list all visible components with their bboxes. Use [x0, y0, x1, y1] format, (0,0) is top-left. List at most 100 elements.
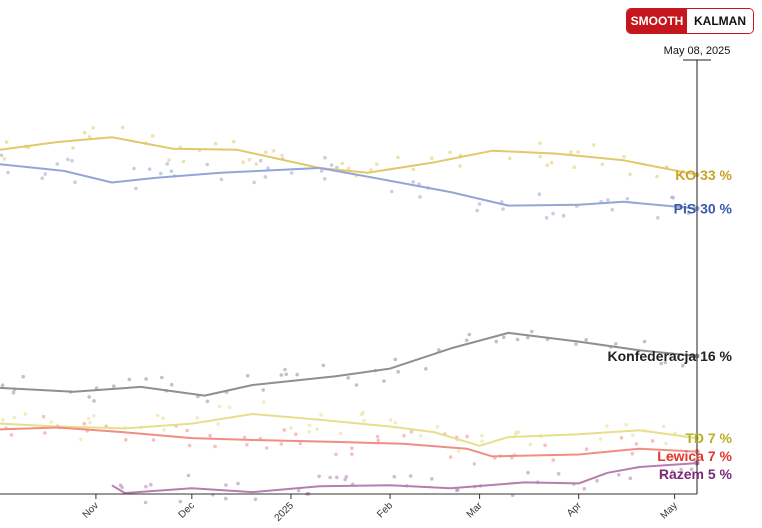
date-cursor[interactable]: May 08, 2025: [664, 45, 731, 494]
poll-dot-pis: [656, 215, 660, 220]
poll-dot-ko: [591, 143, 596, 147]
poll-dot-td: [513, 432, 518, 437]
poll-dot-razem: [670, 469, 675, 474]
poll-dot-konfederacja: [284, 372, 289, 377]
poll-dot-td: [162, 428, 166, 432]
poll-dot-pis: [418, 195, 422, 199]
poll-dot-ko: [82, 130, 87, 135]
poll-dot-td: [598, 437, 603, 441]
poll-dot-ko: [232, 139, 236, 144]
poll-dot-razem: [143, 500, 148, 505]
poll-dot-razem: [120, 485, 124, 490]
svg-text:KO 33 %: KO 33 %: [675, 167, 732, 183]
poll-dot-pis: [263, 175, 268, 179]
poll-dot-pis: [477, 202, 482, 206]
poll-dot-td: [393, 420, 398, 425]
poll-dot-razem: [343, 477, 347, 482]
poll-dot-td: [480, 434, 484, 438]
smooth-option[interactable]: SMOOTH: [627, 9, 687, 33]
poll-dot-td: [88, 420, 92, 425]
poll-dot-pis: [322, 177, 327, 181]
poll-dot-konfederacja: [494, 339, 499, 344]
poll-dot-konfederacja: [87, 395, 91, 399]
poll-dot-pis: [40, 176, 44, 180]
poll-dot-konfederacja: [261, 388, 266, 392]
poll-dot-razem: [253, 497, 258, 502]
series-value-razem: 5 %: [708, 466, 733, 482]
poll-dot-ko: [150, 134, 155, 138]
poll-dot-ko: [241, 160, 245, 164]
poll-dot-td: [86, 416, 91, 421]
poll-dot-razem: [679, 467, 683, 472]
poll-dot-pis: [147, 167, 152, 171]
poll-dot-ko: [538, 141, 542, 145]
poll-dot-ko: [411, 167, 416, 172]
svg-text:Razem 5 %: Razem 5 %: [659, 466, 733, 482]
series-label-razem: Razem 5 %: [659, 466, 733, 482]
poll-dot-lewica: [124, 438, 128, 442]
poll-dot-konfederacja: [94, 386, 99, 390]
poll-dot-pis: [66, 157, 70, 162]
poll-dot-lewica: [402, 433, 406, 438]
poll-dot-pis: [266, 166, 270, 171]
poll-dot-razem: [526, 470, 530, 475]
poll-dot-konfederacja: [659, 361, 663, 366]
poll-dot-lewica: [187, 443, 192, 448]
poll-dot-lewica: [376, 438, 381, 443]
poll-dot-razem: [454, 488, 459, 493]
poll-dot-td: [79, 437, 83, 442]
poll-dot-pis: [0, 153, 4, 158]
poll-dot-td: [12, 415, 17, 420]
poll-dot-konfederacja: [346, 376, 351, 380]
poll-dot-razem: [186, 473, 191, 478]
poll-dot-pis: [686, 211, 691, 216]
poll-dot-pis: [329, 163, 334, 167]
poll-dot-ko: [71, 146, 75, 150]
poll-dot-ko: [369, 168, 373, 172]
series-name-razem: Razem: [659, 466, 708, 482]
poll-dot-ko: [346, 166, 351, 171]
poll-dot-lewica: [82, 421, 86, 426]
poll-dot-konfederacja: [246, 374, 250, 378]
poll-dot-konfederacja: [279, 373, 284, 377]
poll-dot-lewica: [671, 455, 675, 460]
poll-dot-konfederacja: [627, 353, 631, 357]
poll-dot-pis: [258, 158, 263, 163]
poll-dot-pis: [132, 166, 136, 171]
poll-dot-lewica: [465, 434, 470, 439]
series-value-ko: 33 %: [700, 167, 732, 183]
poll-dot-td: [388, 418, 393, 422]
poll-dot-konfederacja: [663, 360, 668, 365]
poll-dot-konfederacja: [11, 390, 16, 395]
poll-dot-lewica: [242, 435, 247, 440]
poll-dot-pis: [43, 172, 47, 176]
series-label-konfederacja: Konfederacja 16 %: [607, 348, 732, 364]
poll-dot-konfederacja: [584, 338, 588, 342]
tick-label-may: May: [659, 500, 680, 521]
poll-dot-pis: [323, 156, 327, 160]
poll-dot-td: [664, 441, 668, 446]
tick-label-2025: 2025: [273, 500, 297, 524]
kalman-option[interactable]: KALMAN: [687, 9, 753, 33]
poll-dot-td: [307, 423, 312, 428]
smoother-toggle[interactable]: SMOOTH KALMAN: [626, 8, 754, 34]
poll-dot-pis: [70, 159, 74, 163]
poll-dot-konfederacja: [295, 372, 300, 377]
poll-dot-konfederacja: [437, 348, 441, 352]
poll-dot-konfederacja: [92, 399, 96, 403]
poll-dot-td: [456, 449, 461, 453]
poll-dot-lewica: [151, 438, 156, 442]
poll-dot-td: [307, 429, 311, 434]
poll-dot-konfederacja: [0, 383, 5, 388]
poll-dot-ko: [655, 174, 659, 179]
poll-dot-lewica: [551, 458, 556, 462]
poll-dot-ko: [538, 154, 542, 159]
poll-dot-lewica: [350, 446, 354, 451]
poll-dot-td: [289, 426, 293, 430]
poll-dot-td: [605, 424, 609, 428]
poll-dot-ko: [569, 150, 573, 154]
poll-dot-ko: [576, 150, 580, 154]
poll-dot-lewica: [472, 462, 477, 466]
cursor-date-label: May 08, 2025: [664, 45, 731, 57]
poll-dot-konfederacja: [614, 342, 618, 346]
